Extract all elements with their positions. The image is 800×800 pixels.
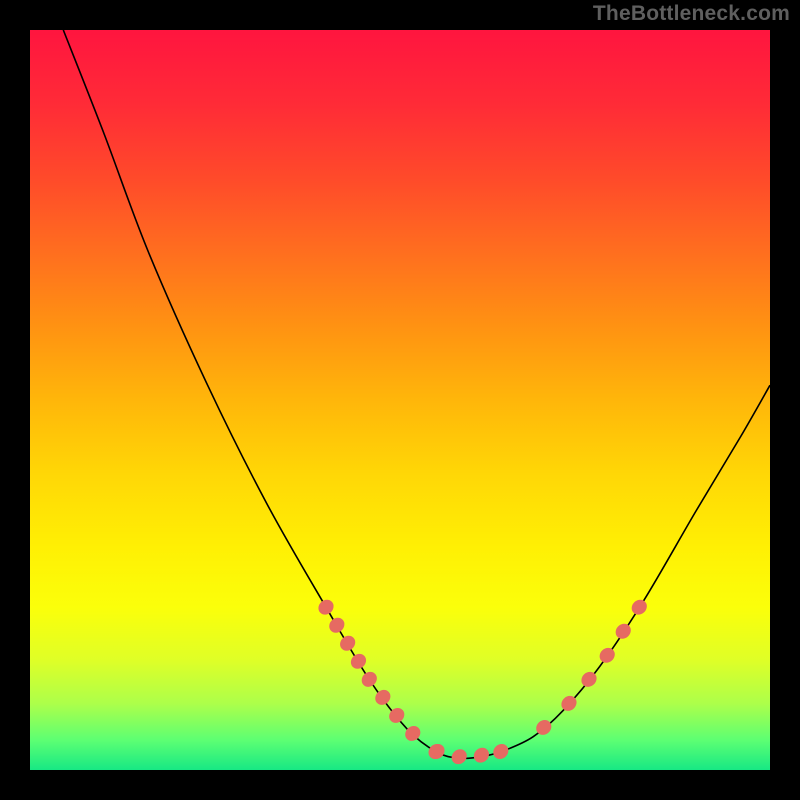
watermark-label: TheBottleneck.com — [593, 2, 790, 26]
chart-svg — [0, 0, 800, 800]
plot-background — [30, 30, 770, 770]
chart-frame: TheBottleneck.com — [0, 0, 800, 800]
